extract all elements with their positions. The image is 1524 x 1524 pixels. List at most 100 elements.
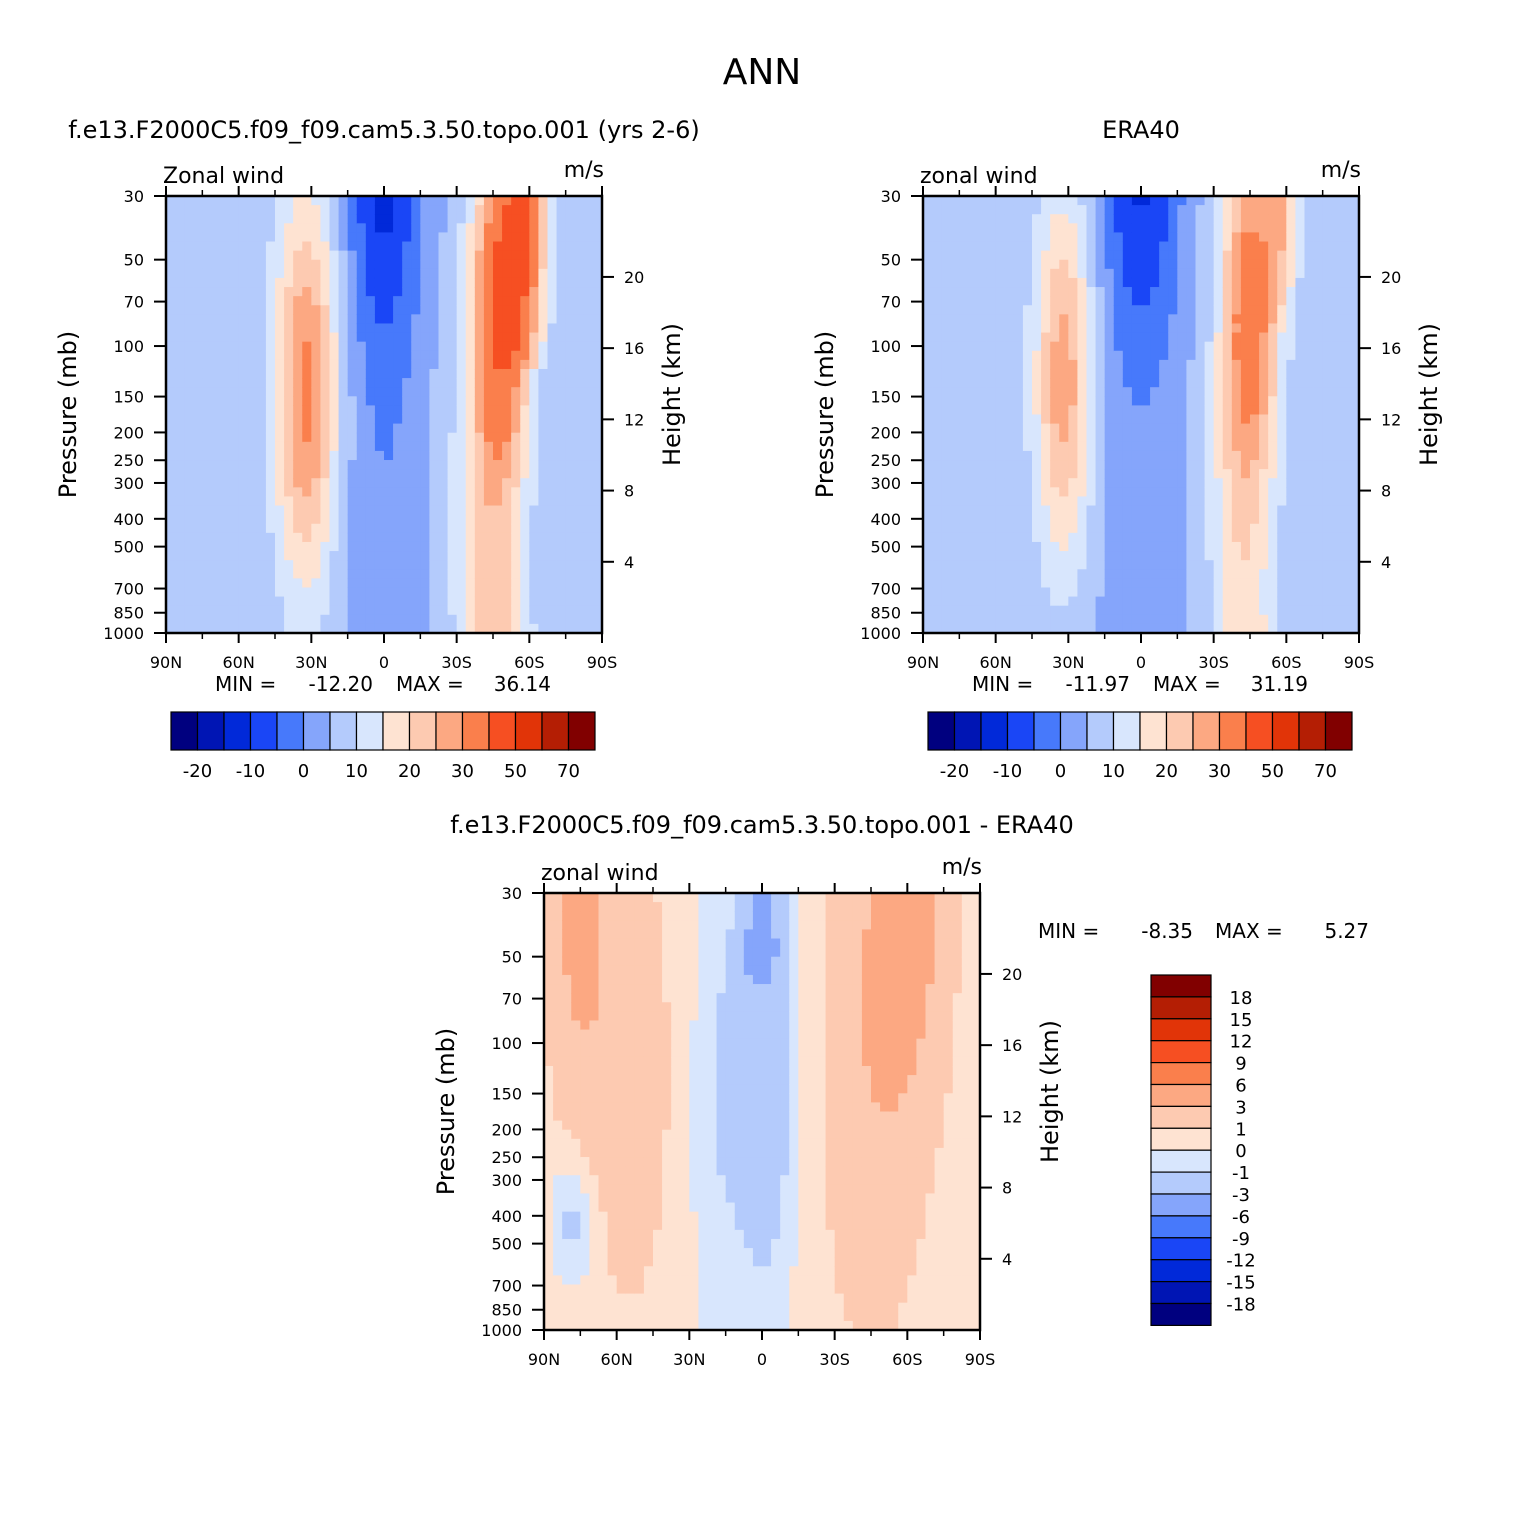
contour-cell [520,232,530,243]
contour-cell [1013,205,1024,215]
contour-cell [1177,614,1188,625]
contour-cell [1131,541,1142,552]
contour-cell [229,359,240,370]
contour-cell [553,1075,563,1085]
contour-cell [1186,551,1197,561]
contour-cell [941,214,951,224]
contour-cell [1268,196,1278,206]
contour-cell [474,196,485,206]
contour-cell [1177,569,1188,579]
contour-cell [1095,223,1106,234]
contour-cell [338,277,349,288]
contour-cell [1331,569,1342,579]
contour-cell [1204,469,1215,479]
contour-cell [571,1011,581,1022]
contour-cell [1222,250,1233,261]
contour-cell [1041,496,1051,507]
contour-cell [338,505,349,516]
contour-cell [923,541,933,552]
contour-cell [1168,523,1178,534]
contour-cell [275,532,285,543]
contour-cell [229,296,240,306]
contour-cell [211,505,222,516]
contour-cell [1022,623,1033,634]
contour-cell [553,947,563,958]
contour-cell [547,214,558,224]
contour-cell [247,587,258,598]
contour-cell [1331,441,1342,452]
contour-cell [583,205,594,215]
contour-cell [1240,368,1251,379]
contour-cell [1186,268,1197,279]
contour-cell [1222,432,1233,443]
contour-cell [977,268,988,279]
contour-cell [1231,469,1242,479]
contour-cell [1168,268,1178,279]
contour-cell [583,405,594,416]
contour-cell [1050,432,1060,443]
contour-cell [574,532,585,543]
contour-cell [1068,432,1079,443]
contour-cell [1113,541,1124,552]
contour-cell [986,359,997,370]
contour-cell [538,614,549,625]
y-tick-label: 150 [113,388,144,407]
contour-cell [1268,296,1278,306]
contour-cell [465,268,476,279]
contour-cell [1186,596,1197,607]
contour-cell [438,551,449,561]
contour-cell [447,214,458,224]
contour-cell [284,396,294,406]
contour-cell [265,587,276,598]
contour-cell [986,478,997,488]
contour-cell [950,487,960,498]
contour-cell [1286,332,1297,343]
contour-cell [592,241,603,252]
contour-cell [538,432,549,443]
contour-cell [986,378,997,388]
contour-cell [284,268,294,279]
contour-cell [1050,414,1060,425]
contour-cell [1095,514,1106,525]
contour-cell [374,469,385,479]
contour-cell [538,214,549,224]
contour-cell [429,623,440,634]
contour-cell [1159,314,1169,325]
contour-cell [1104,323,1115,334]
contour-cell [950,450,960,461]
contour-cell [923,460,933,470]
contour-cell [547,560,558,570]
contour-cell [193,287,203,297]
max-label: MAX = [396,672,464,696]
contour-cell [493,341,503,352]
contour-cell [1050,450,1060,461]
contour-cell [1240,196,1251,206]
contour-cell [1141,205,1151,215]
contour-cell [265,414,276,425]
contour-cell [465,296,476,306]
contour-cell [1204,405,1215,416]
contour-cell [1168,450,1178,461]
contour-cell [302,341,312,352]
contour-cell [995,469,1006,479]
contour-cell [193,469,203,479]
contour-cell [483,341,494,352]
contour-cell [374,232,385,243]
contour-cell [211,460,222,470]
contour-cell [502,478,512,488]
contour-cell [995,196,1006,206]
contour-cell [583,551,594,561]
contour-cell [1295,232,1306,243]
contour-cell [1304,605,1315,616]
contour-cell [583,560,594,570]
contour-cell [1022,541,1033,552]
contour-cell [1259,523,1269,534]
contour-cell [447,441,458,452]
contour-cell [1013,387,1024,397]
contour-cell [275,432,285,443]
contour-cell [438,432,449,443]
contour-cell [923,223,933,234]
contour-cell [1141,623,1151,634]
contour-cell [265,359,276,370]
contour-cell [950,505,960,516]
